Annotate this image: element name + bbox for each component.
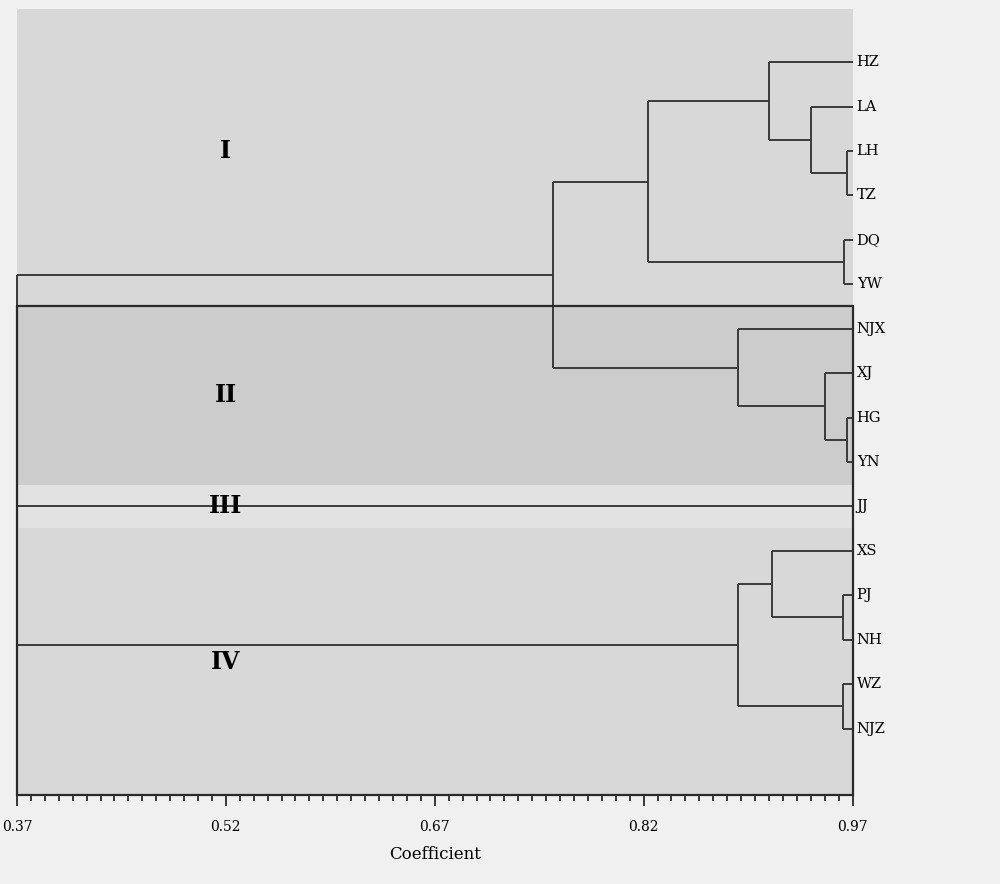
Text: Coefficient: Coefficient <box>389 846 481 864</box>
Text: 0.37: 0.37 <box>2 819 32 834</box>
Text: I: I <box>220 139 231 163</box>
Text: XJ: XJ <box>857 366 873 380</box>
Text: HZ: HZ <box>857 55 880 69</box>
Bar <box>17 306 853 796</box>
Text: HG: HG <box>857 410 881 424</box>
Text: TZ: TZ <box>857 188 877 202</box>
Text: YN: YN <box>857 455 879 469</box>
Text: LA: LA <box>857 100 877 113</box>
Text: WZ: WZ <box>857 677 882 691</box>
Bar <box>17 528 853 796</box>
Text: II: II <box>215 384 237 408</box>
Bar <box>17 9 853 306</box>
Text: DQ: DQ <box>857 232 881 247</box>
Text: LH: LH <box>857 144 879 158</box>
Text: 0.97: 0.97 <box>837 819 868 834</box>
Text: JJ: JJ <box>857 499 868 514</box>
Text: NH: NH <box>857 633 882 647</box>
Bar <box>17 485 853 528</box>
Text: NJZ: NJZ <box>857 721 886 735</box>
Text: 0.82: 0.82 <box>628 819 659 834</box>
Text: 0.67: 0.67 <box>419 819 450 834</box>
Text: YW: YW <box>857 278 881 292</box>
Text: NJX: NJX <box>857 322 886 336</box>
Text: IV: IV <box>211 650 241 674</box>
Text: III: III <box>209 494 243 518</box>
Text: XS: XS <box>857 544 877 558</box>
Text: PJ: PJ <box>857 588 872 602</box>
Bar <box>17 306 853 485</box>
Text: 0.52: 0.52 <box>211 819 241 834</box>
